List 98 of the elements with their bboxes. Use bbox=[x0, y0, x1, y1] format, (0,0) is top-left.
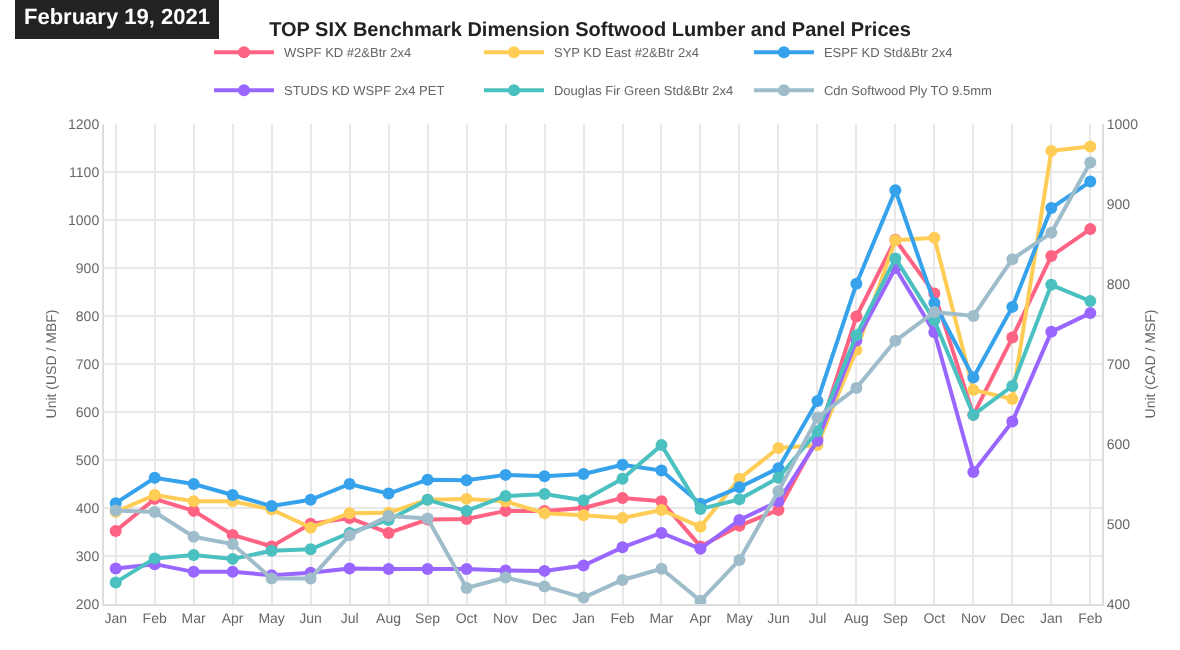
point bbox=[967, 383, 980, 396]
point bbox=[343, 507, 356, 520]
point bbox=[148, 471, 161, 484]
point bbox=[499, 468, 512, 481]
point bbox=[1006, 393, 1019, 406]
point bbox=[655, 503, 668, 516]
point bbox=[616, 491, 629, 504]
point bbox=[1006, 300, 1019, 313]
point bbox=[226, 565, 239, 578]
point bbox=[1045, 250, 1058, 262]
point bbox=[733, 514, 746, 526]
point bbox=[850, 277, 863, 290]
point bbox=[460, 474, 473, 487]
point bbox=[967, 310, 980, 322]
point bbox=[1045, 202, 1058, 214]
point bbox=[538, 488, 551, 501]
point bbox=[1084, 175, 1097, 188]
point bbox=[811, 394, 824, 407]
point bbox=[148, 552, 161, 565]
point bbox=[187, 478, 200, 490]
point bbox=[577, 494, 590, 507]
point bbox=[616, 472, 629, 485]
point bbox=[850, 310, 863, 323]
point bbox=[889, 334, 902, 347]
point bbox=[421, 562, 434, 575]
point bbox=[304, 493, 317, 506]
point bbox=[538, 470, 551, 483]
point bbox=[616, 458, 629, 471]
point bbox=[1045, 144, 1058, 157]
point bbox=[1045, 325, 1058, 338]
point bbox=[928, 231, 941, 244]
point bbox=[226, 552, 239, 565]
point bbox=[109, 576, 122, 589]
point bbox=[694, 520, 707, 533]
point bbox=[382, 562, 395, 575]
point bbox=[577, 467, 590, 480]
point bbox=[499, 490, 512, 502]
point bbox=[109, 525, 122, 538]
point bbox=[1006, 331, 1019, 344]
point bbox=[460, 562, 473, 575]
point bbox=[109, 562, 122, 575]
point bbox=[538, 564, 551, 577]
point bbox=[811, 411, 824, 424]
point bbox=[616, 512, 629, 525]
point bbox=[1006, 380, 1019, 393]
point bbox=[538, 580, 551, 593]
point bbox=[1045, 278, 1058, 291]
chart-title: TOP SIX Benchmark Dimension Softwood Lumber and Panel Prices bbox=[269, 20, 912, 43]
point bbox=[304, 572, 317, 585]
point bbox=[421, 473, 434, 486]
point bbox=[616, 541, 629, 554]
point bbox=[889, 184, 902, 197]
text: February 19, 2021 bbox=[24, 6, 210, 30]
point bbox=[1084, 156, 1097, 169]
point bbox=[1084, 295, 1097, 308]
point bbox=[226, 538, 239, 550]
point bbox=[460, 504, 473, 517]
point bbox=[148, 506, 161, 518]
point bbox=[343, 562, 356, 575]
point bbox=[1084, 223, 1097, 236]
point bbox=[655, 562, 668, 575]
point bbox=[577, 509, 590, 522]
point bbox=[1006, 253, 1019, 266]
point bbox=[694, 594, 707, 604]
point bbox=[187, 565, 200, 578]
point bbox=[733, 554, 746, 566]
point bbox=[616, 574, 629, 586]
point bbox=[499, 571, 512, 584]
point bbox=[967, 371, 980, 384]
point bbox=[304, 543, 317, 556]
point bbox=[733, 493, 746, 506]
point bbox=[655, 464, 668, 477]
point bbox=[187, 549, 200, 562]
point bbox=[772, 485, 785, 498]
point bbox=[694, 502, 707, 515]
point bbox=[655, 439, 668, 452]
point bbox=[577, 591, 590, 604]
point bbox=[187, 495, 200, 508]
point bbox=[733, 481, 746, 494]
point bbox=[226, 489, 239, 502]
point bbox=[577, 559, 590, 572]
point bbox=[1084, 140, 1097, 153]
point bbox=[382, 526, 395, 539]
point bbox=[850, 382, 863, 394]
point bbox=[655, 526, 668, 539]
point bbox=[1006, 415, 1019, 428]
point bbox=[850, 329, 863, 342]
point bbox=[772, 442, 785, 454]
point bbox=[460, 582, 473, 594]
point bbox=[382, 487, 395, 500]
point bbox=[460, 492, 473, 505]
point bbox=[928, 306, 941, 318]
point bbox=[889, 252, 902, 265]
point bbox=[1084, 307, 1097, 320]
point bbox=[967, 466, 980, 478]
point bbox=[1045, 226, 1058, 239]
point bbox=[187, 530, 200, 543]
point bbox=[343, 478, 356, 490]
